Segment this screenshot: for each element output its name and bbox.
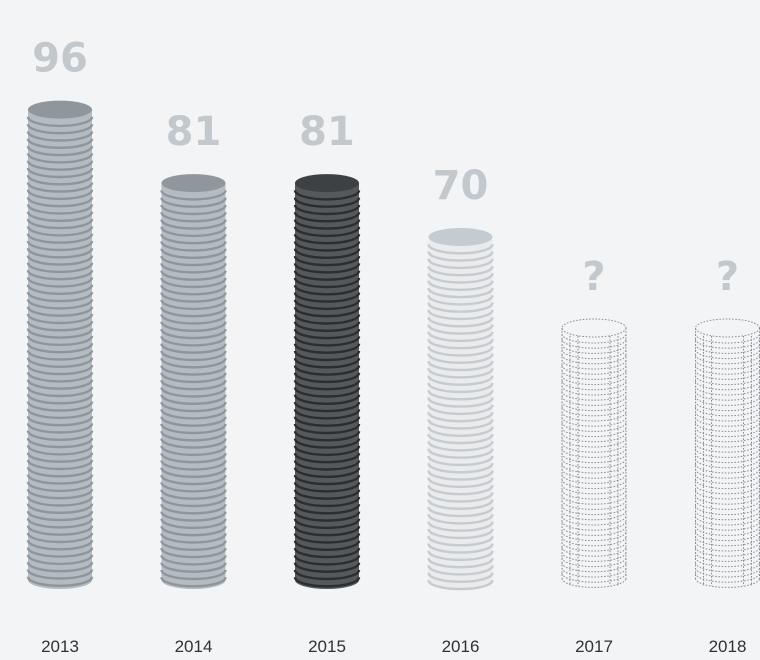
coin-stack-2015 [293, 174, 361, 589]
x-tick-label-2014: 2014 [175, 637, 213, 656]
value-label-2014: 81 [166, 109, 222, 155]
x-axis-labels: 2013 2014 2015 2016 2017 2018 [41, 637, 746, 656]
x-tick-label-2018: 2018 [709, 637, 747, 656]
coin-stacks [26, 100, 760, 591]
x-tick-label-2017: 2017 [575, 637, 613, 656]
value-label-2016: 70 [433, 163, 489, 209]
value-label-2013: 96 [32, 36, 88, 82]
coin-stack-2017 [561, 318, 627, 588]
coin-stack-2014 [160, 174, 227, 589]
value-label-2018: ? [716, 254, 739, 300]
coin-stack-2018 [695, 318, 760, 588]
x-tick-label-2016: 2016 [442, 637, 480, 656]
x-tick-label-2015: 2015 [308, 637, 346, 656]
value-label-2015: 81 [299, 109, 355, 155]
coin-stack-2013 [26, 100, 94, 589]
coin-stack-2016 [427, 228, 494, 591]
x-tick-label-2013: 2013 [41, 637, 79, 656]
value-label-2017: ? [582, 254, 605, 300]
value-labels: 96 81 81 70?? [32, 36, 739, 300]
